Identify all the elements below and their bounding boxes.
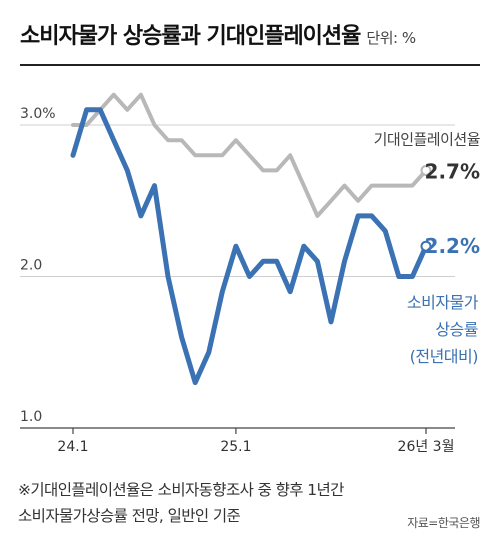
- title-divider: [20, 64, 480, 66]
- y-tick-label: 3.0%: [20, 106, 56, 122]
- series-label: 소비자물가: [407, 293, 479, 312]
- line-chart: 3.0% 2.0 1.0 24.1 25.1 26년 3월 기대인플레이션율 2.7% 2.2%…: [20, 92, 481, 455]
- chart-header: 소비자물가 상승률과 기대인플레이션율 단위: %: [20, 18, 416, 50]
- series-line: [71, 92, 428, 218]
- x-tick-label: 26년 3월: [398, 439, 455, 455]
- series-line: [70, 107, 429, 386]
- end-value-label: 2.2%: [425, 234, 480, 258]
- end-value-label: 2.7%: [425, 159, 480, 183]
- footnote: ※기대인플레이션율은 소비자동향조사 중 향후 1년간 소비자물가상승률 전망,…: [18, 477, 344, 529]
- series-label: (전년대비): [410, 347, 478, 366]
- y-tick-label: 1.0: [20, 409, 42, 425]
- y-tick-label: 2.0: [20, 258, 42, 274]
- end-point-marker: [420, 240, 432, 252]
- unit-label: 단위: %: [366, 29, 416, 47]
- footnote-line-2: 소비자물가상승률 전망, 일반인 기준: [18, 507, 241, 525]
- source-note: 자료=한국은행: [407, 516, 480, 530]
- series-label: 상승률: [435, 320, 478, 339]
- chart-title: 소비자물가 상승률과 기대인플레이션율: [20, 24, 361, 49]
- series-label: 기대인플레이션율: [374, 130, 480, 148]
- footnote-line-1: ※기대인플레이션율은 소비자동향조사 중 향후 1년간: [18, 481, 344, 499]
- x-tick-label: 24.1: [57, 439, 88, 455]
- end-point-marker: [420, 164, 432, 176]
- x-tick-label: 25.1: [220, 439, 251, 455]
